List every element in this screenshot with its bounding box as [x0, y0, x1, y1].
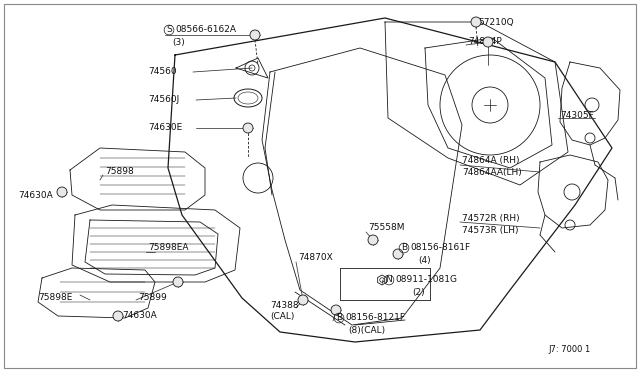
- Text: 08566-6162A: 08566-6162A: [175, 26, 236, 35]
- Text: 74560J: 74560J: [148, 96, 179, 105]
- Text: 74630E: 74630E: [148, 124, 182, 132]
- Text: 74388: 74388: [270, 301, 299, 310]
- Circle shape: [393, 249, 403, 259]
- Circle shape: [57, 187, 67, 197]
- Text: (2): (2): [412, 288, 424, 296]
- Text: 57210Q: 57210Q: [478, 17, 514, 26]
- Text: N: N: [386, 276, 392, 285]
- Text: J7: 7000 1: J7: 7000 1: [548, 346, 590, 355]
- Circle shape: [471, 17, 481, 27]
- Text: 08911-1081G: 08911-1081G: [395, 276, 457, 285]
- Circle shape: [243, 123, 253, 133]
- Text: S: S: [166, 26, 172, 35]
- Text: B: B: [336, 314, 342, 323]
- Text: 74844P: 74844P: [468, 38, 502, 46]
- Text: 74864A (RH): 74864A (RH): [462, 155, 520, 164]
- Text: 75899: 75899: [138, 294, 167, 302]
- Text: (3): (3): [172, 38, 185, 46]
- Text: 74305F: 74305F: [560, 110, 594, 119]
- Text: 74864AA(LH): 74864AA(LH): [462, 167, 522, 176]
- Text: 75558M: 75558M: [368, 224, 404, 232]
- Text: 74572R (RH): 74572R (RH): [462, 214, 520, 222]
- Circle shape: [331, 305, 341, 315]
- Circle shape: [113, 311, 123, 321]
- Text: 08156-8161F: 08156-8161F: [410, 244, 470, 253]
- Text: 74870X: 74870X: [298, 253, 333, 263]
- Text: B: B: [401, 244, 407, 253]
- Circle shape: [298, 295, 308, 305]
- Text: 08156-8121F: 08156-8121F: [345, 314, 405, 323]
- Text: (4): (4): [418, 256, 431, 264]
- Circle shape: [483, 37, 493, 47]
- Text: (8)(CAL): (8)(CAL): [348, 326, 385, 334]
- Text: 74573R (LH): 74573R (LH): [462, 225, 518, 234]
- Text: 75898E: 75898E: [38, 294, 72, 302]
- Text: 74630A: 74630A: [18, 192, 52, 201]
- Text: 74560: 74560: [148, 67, 177, 77]
- Circle shape: [250, 30, 260, 40]
- Text: 75898: 75898: [105, 167, 134, 176]
- Circle shape: [368, 235, 378, 245]
- Text: (CAL): (CAL): [270, 312, 294, 321]
- Text: 75898EA: 75898EA: [148, 244, 189, 253]
- Text: 74630A: 74630A: [122, 311, 157, 320]
- Circle shape: [173, 277, 183, 287]
